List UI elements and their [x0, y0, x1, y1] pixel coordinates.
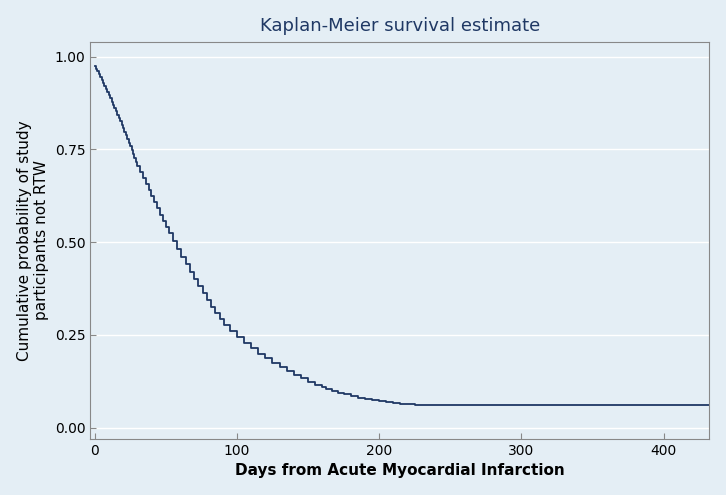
Y-axis label: Cumulative probability of study
participants not RTW: Cumulative probability of study particip… — [17, 120, 49, 361]
Title: Kaplan-Meier survival estimate: Kaplan-Meier survival estimate — [260, 17, 540, 35]
X-axis label: Days from Acute Myocardial Infarction: Days from Acute Myocardial Infarction — [235, 463, 565, 478]
